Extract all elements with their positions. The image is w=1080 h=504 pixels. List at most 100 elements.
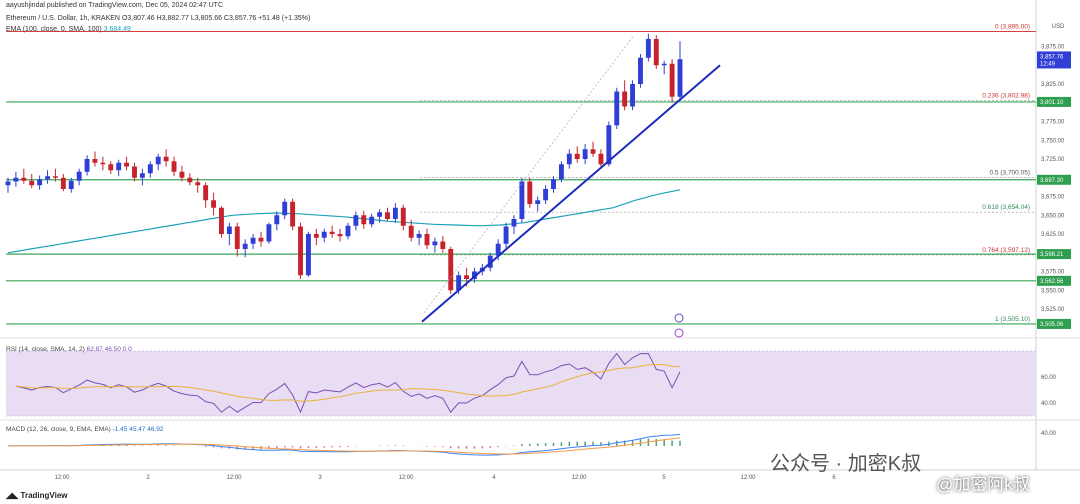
candle-body xyxy=(369,216,375,225)
candle-body xyxy=(416,234,422,238)
current-price-tag xyxy=(1037,51,1071,69)
fib-label: 0.618 (3,654.04) xyxy=(982,204,1030,211)
candle-body xyxy=(590,149,596,154)
candle-body xyxy=(139,173,145,178)
candle-body xyxy=(353,215,359,226)
symbol-ohlc-line: Ethereum / U.S. Dollar, 1h, KRAKEN O3,80… xyxy=(6,15,310,22)
candle-body xyxy=(661,63,667,66)
fib-label: 0.764 (3,597.12) xyxy=(982,247,1030,254)
candle-body xyxy=(155,156,161,165)
candle-body xyxy=(5,181,11,186)
candle-body xyxy=(52,176,58,178)
candle-body xyxy=(448,249,454,291)
candle-body xyxy=(21,177,27,181)
y-tick-label: 3,750.00 xyxy=(1041,138,1065,144)
candle-body xyxy=(132,166,137,178)
rsi-tick-label: 60.00 xyxy=(1041,375,1057,381)
candle-body xyxy=(638,57,643,84)
candle-body xyxy=(598,153,604,165)
x-tick-label: 2 xyxy=(146,475,150,481)
candle-body xyxy=(574,153,580,159)
candle-body xyxy=(527,181,533,204)
candle-body xyxy=(124,162,130,167)
candle-body xyxy=(519,181,525,219)
tv-logo-icon: ◢◣ xyxy=(6,491,21,500)
candle-body xyxy=(551,179,556,189)
candle-body xyxy=(408,225,414,238)
candle-body xyxy=(68,180,74,189)
current-price-label: 3,857.76 xyxy=(1040,54,1064,60)
level-tag-label: 3,801.10 xyxy=(1040,100,1064,106)
candle-body xyxy=(250,237,256,244)
level-tag-label: 3,505.06 xyxy=(1040,322,1064,328)
candle-body xyxy=(203,185,209,201)
candle-body xyxy=(147,164,153,174)
candle-body xyxy=(400,207,406,226)
candle-body xyxy=(432,241,438,246)
candle-body xyxy=(226,226,232,234)
candle-body xyxy=(558,164,564,180)
candle-body xyxy=(464,275,469,279)
tradingview-logo: ◢◣ TradingView xyxy=(6,491,68,500)
y-tick-label: 3,675.00 xyxy=(1041,195,1065,201)
macd-signal-line xyxy=(7,437,681,455)
rsi-sma-line xyxy=(15,363,681,402)
trend-line xyxy=(421,64,721,323)
x-tick-label: 12:00 xyxy=(571,475,587,481)
candle-body xyxy=(305,234,311,276)
candle-body xyxy=(385,212,390,219)
x-tick-label: 5 xyxy=(662,475,666,481)
candle-body xyxy=(211,200,217,208)
candle-body xyxy=(290,201,296,227)
level-tag xyxy=(1037,249,1071,260)
symbol-title: Ethereum / U.S. Dollar, 1h, KRAKEN xyxy=(6,15,120,22)
candle-body xyxy=(258,237,264,242)
candle-body xyxy=(84,159,90,172)
y-tick-label: 3,650.00 xyxy=(1041,213,1065,219)
candle-body xyxy=(377,212,383,217)
add-alert-icon xyxy=(674,313,684,323)
y-tick-label: 3,575.00 xyxy=(1041,270,1065,276)
y-tick-label: 3,825.00 xyxy=(1041,82,1065,88)
candle-body xyxy=(622,91,628,107)
y-tick-label: 3,725.00 xyxy=(1041,157,1065,163)
candle-body xyxy=(329,231,335,234)
candle-body xyxy=(582,149,588,159)
x-tick-label: 12:00 xyxy=(398,475,414,481)
candle-body xyxy=(76,171,82,181)
candle-body xyxy=(195,182,201,186)
candle-body xyxy=(361,215,367,225)
rsi-band xyxy=(6,351,1036,416)
y-tick-label: 3,775.00 xyxy=(1041,120,1065,126)
macd-values: -1.45 45.47 46.92 xyxy=(112,426,164,433)
candle-body xyxy=(677,59,683,97)
level-tag xyxy=(1037,96,1071,107)
current-price-time: 12:49 xyxy=(1040,61,1056,67)
candle-body xyxy=(234,226,240,249)
candle-body xyxy=(337,234,343,237)
candle-body xyxy=(29,180,35,186)
candle-body xyxy=(543,189,549,201)
rsi-values: 62.87 46.50 0 0 xyxy=(86,346,132,353)
tv-brand: TradingView xyxy=(20,491,68,500)
x-tick-label: 6 xyxy=(832,475,836,481)
fib-label: 1 (3,505.10) xyxy=(995,316,1030,323)
candle-body xyxy=(298,226,303,276)
x-tick-label: 3 xyxy=(318,475,322,481)
watermark-wechat: 公众号 · 加密K叔 xyxy=(770,453,922,475)
candle-body xyxy=(503,226,509,244)
fib-label: 0.5 (3,700.05) xyxy=(990,170,1030,177)
candle-body xyxy=(116,162,122,171)
x-tick-label: 12:00 xyxy=(740,475,756,481)
candle-body xyxy=(60,177,66,189)
level-tag xyxy=(1037,174,1071,185)
candle-body xyxy=(606,125,612,165)
currency-label: USD xyxy=(1052,24,1065,30)
macd-line xyxy=(7,433,681,456)
candle-body xyxy=(100,162,106,165)
ema-legend: EMA (100, close, 0, SMA, 100) 3,684.49 xyxy=(6,26,131,33)
ema-label: EMA (100, close, 0, SMA, 100) xyxy=(6,26,102,33)
x-tick-label: 12:00 xyxy=(54,475,70,481)
candle-body xyxy=(424,234,430,246)
